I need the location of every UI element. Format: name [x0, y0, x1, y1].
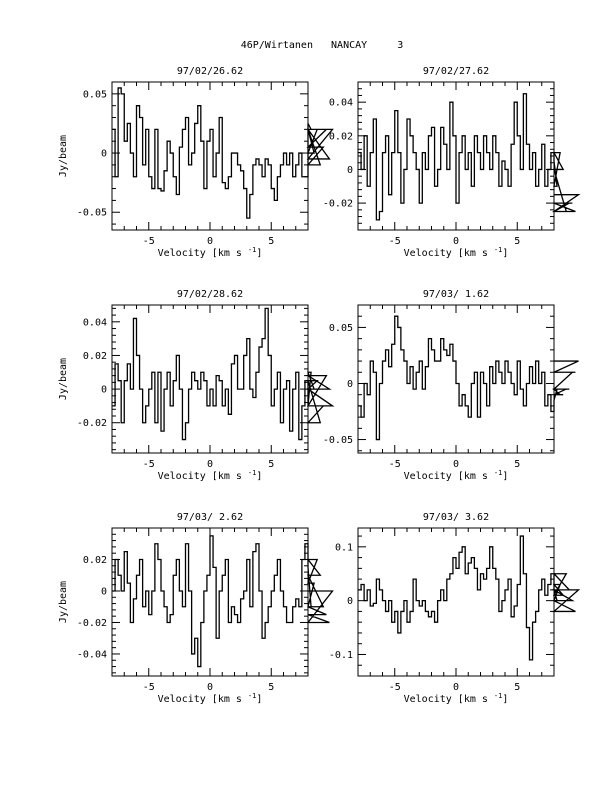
chart-title: 97/02/28.62 — [177, 289, 243, 300]
page-title: 46P/Wirtanen NANCAY 3 — [241, 40, 404, 51]
y-tick-label: -0.04 — [77, 649, 107, 660]
x-tick-label: -5 — [143, 682, 155, 693]
x-tick-label: 0 — [207, 236, 213, 247]
x-axis-label-main: Velocity [km s — [158, 248, 248, 259]
y-axis-label: Jy/beam — [58, 135, 69, 177]
x-tick-label: 5 — [268, 236, 274, 247]
x-tick-label: 0 — [207, 459, 213, 470]
y-tick-label: 0 — [347, 379, 353, 390]
y-axis-label: Jy/beam — [58, 358, 69, 400]
y-tick-label: 0.05 — [83, 89, 107, 100]
chart-title: 97/02/26.62 — [177, 66, 243, 77]
x-axis-label-end: ] — [502, 694, 508, 705]
spectrum-line — [112, 535, 334, 668]
x-axis-label-sup: -1 — [248, 692, 256, 700]
chart-panel-2: 97/02/27.62 -5 0 5 -0.02 0 0.02 0.04 Velocity [k… — [323, 66, 581, 259]
x-tick-label: 5 — [268, 682, 274, 693]
x-axis-label-sup: -1 — [494, 246, 502, 254]
plot-frame — [357, 527, 555, 677]
spectrum-line — [358, 93, 581, 221]
chart-panel-3: 97/02/28.62 -5 0 5 -0.02 0 0.02 0.04 Velocity [k… — [58, 289, 335, 482]
chart-panel-5: 97/03/ 2.62 -5 0 5 -0.04 -0.02 0 0.02 Velocity [… — [58, 512, 334, 705]
y-tick-label: 0.04 — [329, 98, 353, 109]
spectrum-line — [112, 307, 335, 441]
x-axis-label-sup: -1 — [494, 692, 502, 700]
x-tick-label: 5 — [268, 459, 274, 470]
x-axis-label-sup: -1 — [248, 469, 256, 477]
y-tick-label: 0.1 — [335, 542, 353, 553]
chart-title: 97/03/ 2.62 — [177, 512, 243, 523]
y-tick-label: -0.1 — [329, 650, 353, 661]
x-tick-label: 0 — [453, 682, 459, 693]
x-axis-label-end: ] — [256, 471, 262, 482]
x-axis-label-main: Velocity [km s — [404, 248, 494, 259]
chart-title: 97/02/27.62 — [423, 66, 489, 77]
x-tick-label: 5 — [514, 236, 520, 247]
x-tick-label: -5 — [389, 236, 401, 247]
panels-group: 97/02/26.62 -5 0 5 -0.05 0 0.05 Velocity [km s … — [58, 66, 581, 705]
x-tick-label: -5 — [389, 459, 401, 470]
x-tick-label: -5 — [143, 236, 155, 247]
x-axis-label-sup: -1 — [248, 246, 256, 254]
y-tick-label: 0.05 — [329, 323, 353, 334]
x-tick-label: -5 — [143, 459, 155, 470]
x-axis-label: Velocity [km s -1] — [158, 469, 263, 482]
y-tick-label: -0.02 — [323, 199, 353, 210]
x-tick-label: 0 — [453, 459, 459, 470]
x-axis-label-end: ] — [502, 471, 508, 482]
x-axis-label: Velocity [km s -1] — [158, 692, 263, 705]
x-tick-label: -5 — [389, 682, 401, 693]
spectrum-line — [358, 315, 579, 441]
x-tick-label: 0 — [207, 682, 213, 693]
x-axis-label-main: Velocity [km s — [158, 694, 248, 705]
x-axis-label-main: Velocity [km s — [404, 471, 494, 482]
x-axis-label-end: ] — [256, 248, 262, 259]
x-axis-label-end: ] — [256, 694, 262, 705]
chart-title: 97/03/ 1.62 — [423, 289, 489, 300]
x-tick-label: 5 — [514, 459, 520, 470]
plot-frame — [111, 81, 309, 231]
chart-panel-1: 97/02/26.62 -5 0 5 -0.05 0 0.05 Velocity [km s … — [58, 66, 334, 259]
y-tick-label: 0.02 — [83, 555, 107, 566]
x-axis-label-sup: -1 — [494, 469, 502, 477]
x-axis-label: Velocity [km s -1] — [404, 246, 509, 259]
x-tick-label: 0 — [453, 236, 459, 247]
chart-title: 97/03/ 3.62 — [423, 512, 489, 523]
y-tick-label: 0.02 — [329, 131, 353, 142]
spectrum-line — [358, 535, 581, 661]
plot-frame — [111, 304, 309, 454]
chart-panel-4: 97/03/ 1.62 -5 0 5 -0.05 0 0.05 Velocity [km s … — [323, 289, 579, 482]
y-tick-label: 0 — [101, 385, 107, 396]
x-axis-label: Velocity [km s -1] — [404, 469, 509, 482]
y-tick-label: -0.02 — [77, 418, 107, 429]
y-tick-label: -0.05 — [323, 435, 353, 446]
chart-panel-6: 97/03/ 3.62 -5 0 5 -0.1 0 0.1 Velocity [km s -1… — [329, 512, 581, 705]
y-tick-label: -0.05 — [77, 208, 107, 219]
spectrum-line — [112, 87, 334, 219]
x-axis-label: Velocity [km s -1] — [404, 692, 509, 705]
y-tick-label: 0 — [101, 149, 107, 160]
x-axis-label-end: ] — [502, 248, 508, 259]
y-tick-label: 0 — [347, 165, 353, 176]
y-tick-label: -0.02 — [77, 618, 107, 629]
y-tick-label: 0.04 — [83, 317, 107, 328]
y-axis-label: Jy/beam — [58, 581, 69, 623]
x-axis-label: Velocity [km s -1] — [158, 246, 263, 259]
x-axis-label-main: Velocity [km s — [158, 471, 248, 482]
x-axis-label-main: Velocity [km s — [404, 694, 494, 705]
y-tick-label: 0 — [101, 586, 107, 597]
y-tick-label: 0.02 — [83, 351, 107, 362]
y-tick-label: 0 — [347, 596, 353, 607]
x-tick-label: 5 — [514, 682, 520, 693]
